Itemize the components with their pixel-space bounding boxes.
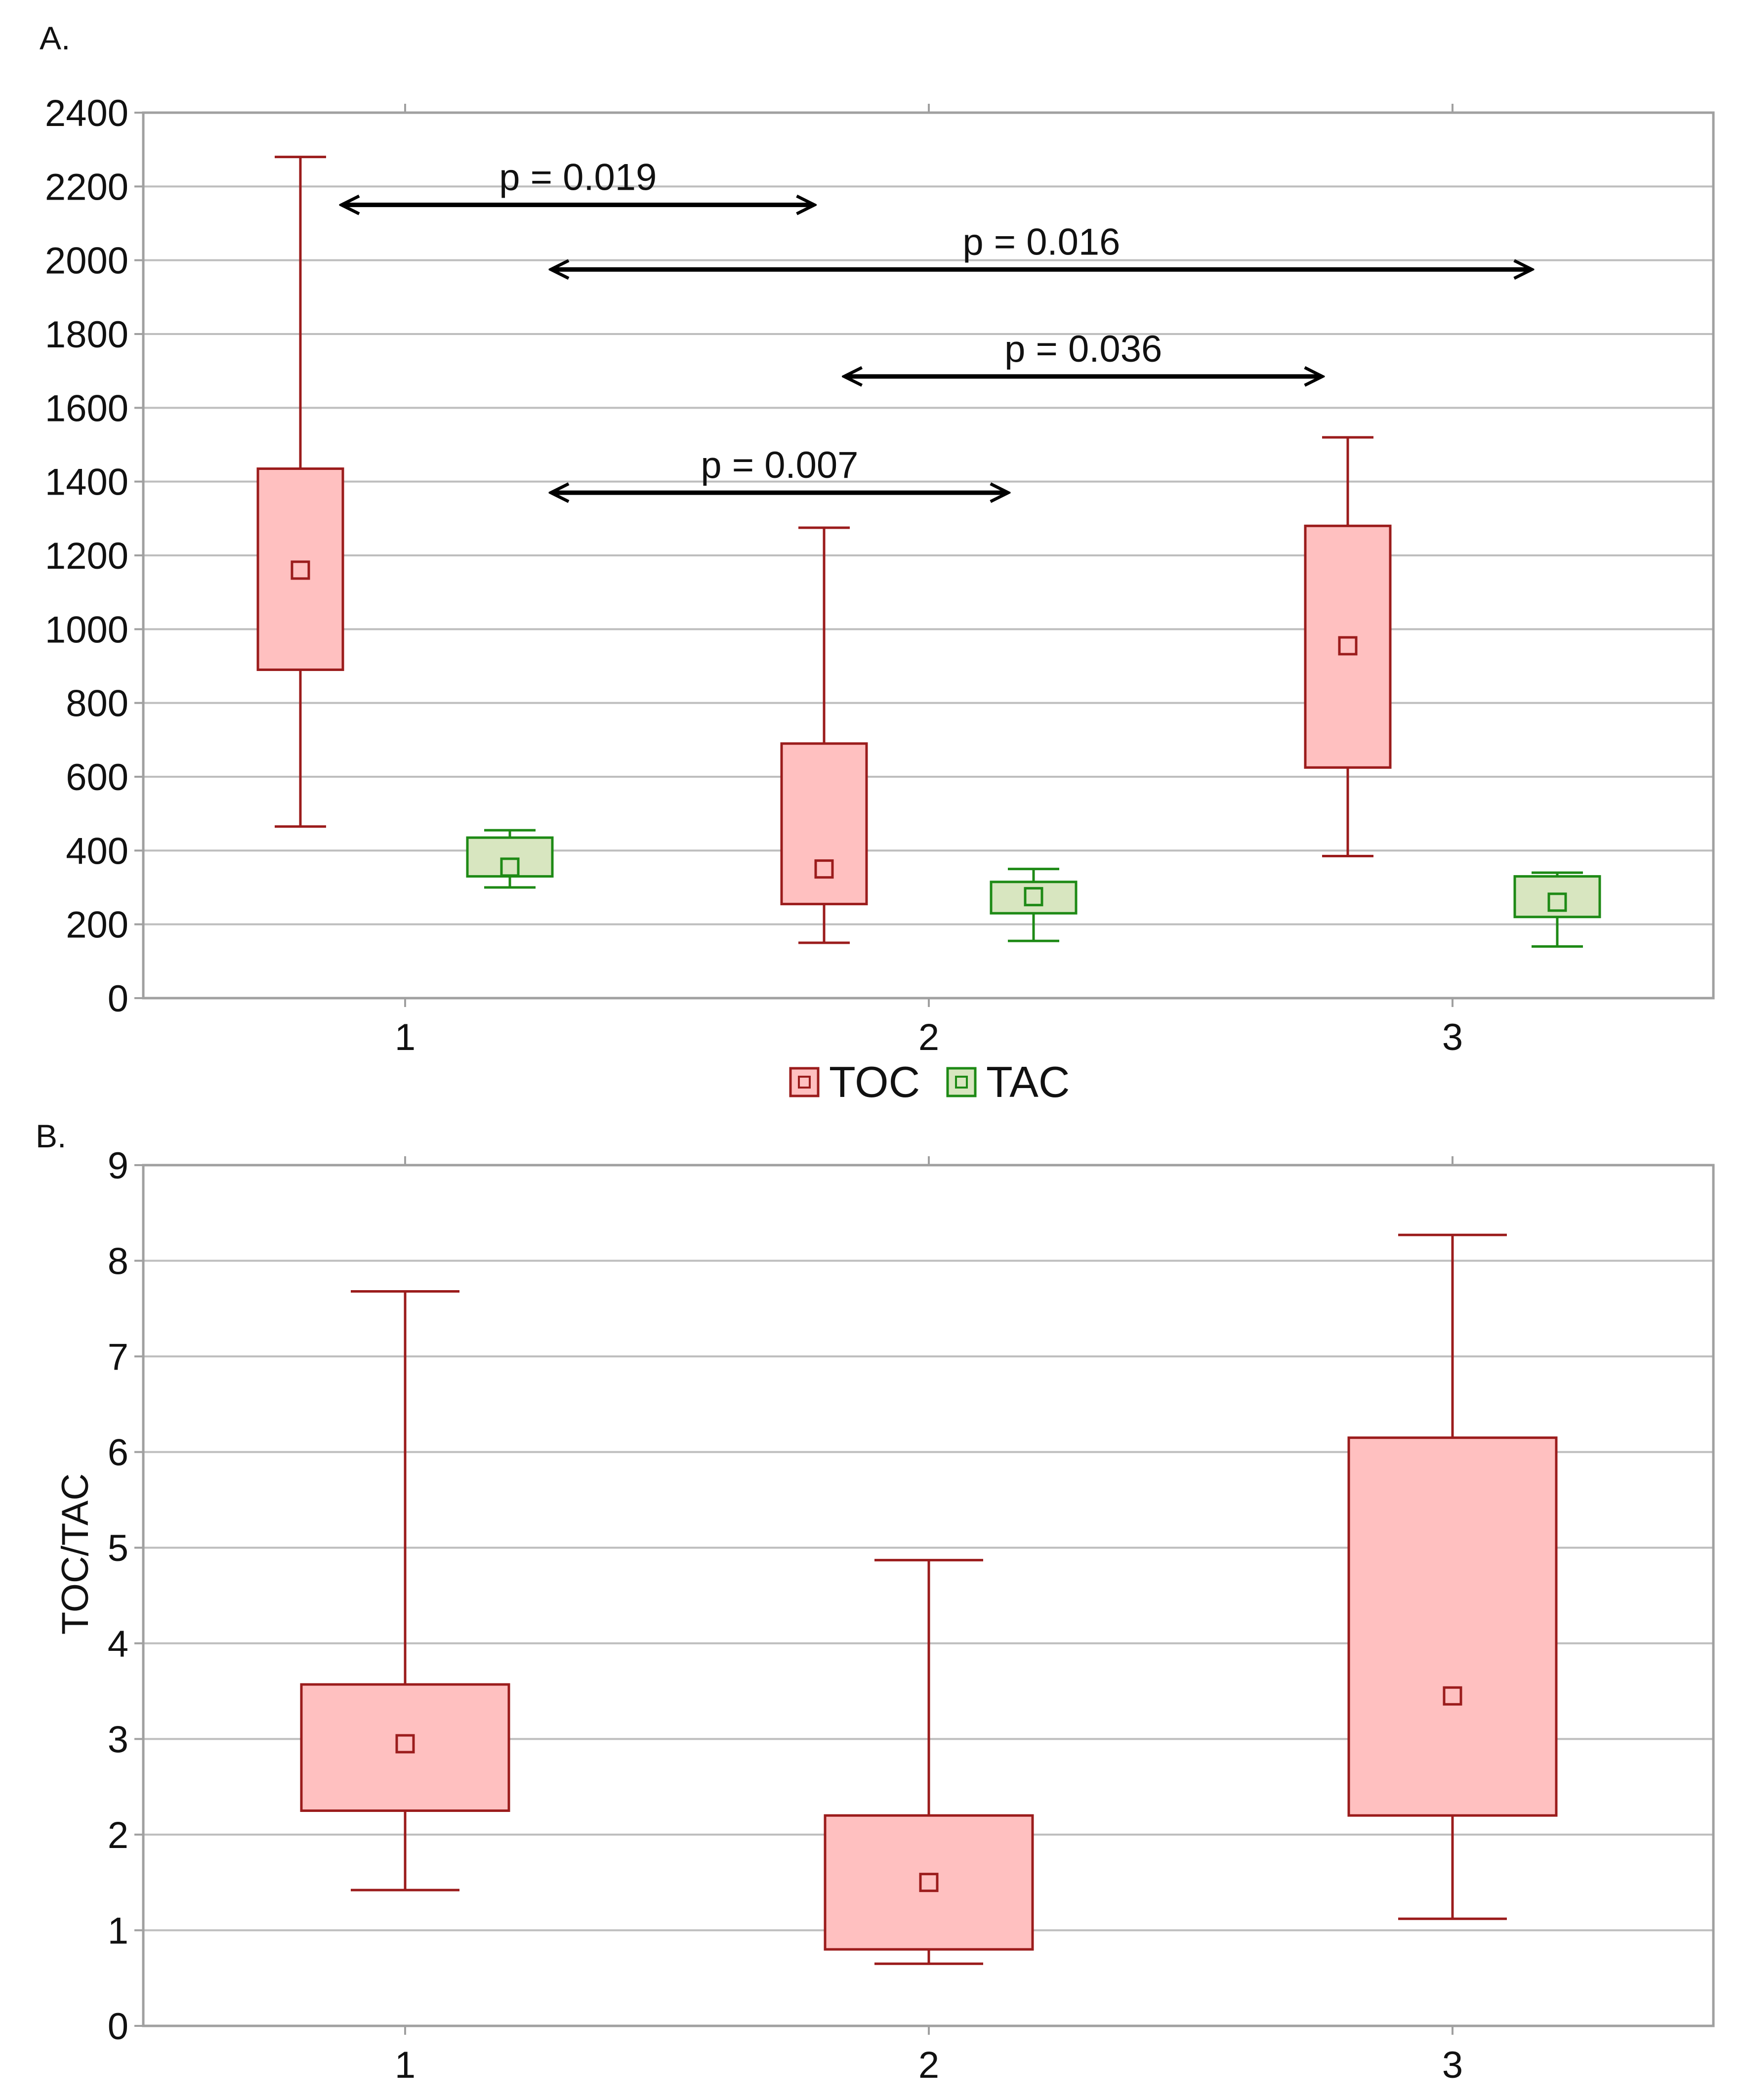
y-tick-label: 4 — [108, 1623, 128, 1665]
y-tick-label: 1 — [108, 1910, 128, 1952]
panel-b-y-axis-label: TOC/TAC — [54, 1473, 96, 1635]
median-marker — [919, 1873, 939, 1892]
box-iqr — [1347, 1436, 1558, 1817]
panel-a: A. 0 200 400 600 800 1000 1200 1400 1600 1800 2000… — [40, 20, 1715, 1106]
y-tick-label: 0 — [108, 2006, 128, 2048]
median-marker — [1338, 636, 1358, 656]
y-tick-label: 1200 — [45, 535, 128, 577]
p-value-label: p = 0.019 — [499, 157, 657, 199]
panel-b-label: B. — [36, 1118, 66, 1154]
median-marker — [814, 859, 834, 879]
y-tick-label: 2400 — [45, 92, 128, 134]
panel-a-annotations: p = 0.019 p = 0.016 p = 0.036 p = 0.007 — [342, 157, 1531, 493]
y-tick-label: 200 — [66, 904, 128, 946]
panel-b-boxes — [300, 1233, 1558, 1965]
box-iqr — [824, 1814, 1034, 1951]
y-tick-label: 1400 — [45, 462, 128, 504]
panel-a-y-ticks: 0 200 400 600 800 1000 1200 1400 1600 1800 2000 220… — [45, 92, 143, 1020]
y-tick-label: 8 — [108, 1241, 128, 1283]
box-toc-3 — [1304, 436, 1392, 858]
box-toc-tac-3 — [1347, 1233, 1558, 1920]
box-iqr — [466, 836, 554, 878]
x-tick-label: 1 — [395, 2044, 415, 2086]
legend-toc-label: TOC — [829, 1057, 920, 1106]
p-value-annotation: p = 0.016 — [552, 221, 1531, 269]
y-tick-label: 2 — [108, 1814, 128, 1856]
y-tick-label: 6 — [108, 1432, 128, 1474]
median-marker — [1024, 887, 1043, 907]
p-value-label: p = 0.016 — [962, 221, 1120, 263]
box-toc-1 — [256, 156, 344, 828]
legend-tac-icon — [946, 1067, 977, 1097]
box-tac-3 — [1513, 871, 1601, 948]
y-tick-label: 0 — [108, 978, 128, 1020]
panel-b-x-ticks: 1 2 3 — [395, 1156, 1463, 2086]
box-tac-1 — [466, 829, 554, 889]
panel-b-y-ticks: 0 1 2 3 4 5 6 7 8 9 — [108, 1145, 143, 2048]
box-iqr — [780, 742, 868, 906]
panel-a-boxes — [256, 156, 1601, 948]
y-tick-label: 2200 — [45, 166, 128, 208]
p-value-annotation: p = 0.019 — [342, 157, 814, 205]
y-tick-label: 7 — [108, 1336, 128, 1378]
median-marker — [500, 857, 520, 877]
y-tick-label: 1800 — [45, 314, 128, 356]
y-tick-label: 1600 — [45, 387, 128, 429]
y-tick-label: 5 — [108, 1527, 128, 1569]
panel-b: B. 0 1 2 3 4 5 6 7 8 9 1 2 3 TOC/TAC — [36, 1118, 1715, 2086]
x-tick-label: 1 — [395, 1016, 415, 1058]
median-marker — [291, 560, 310, 580]
box-toc-tac-2 — [824, 1558, 1034, 1965]
panel-a-x-ticks: 1 2 3 — [395, 104, 1463, 1058]
legend-tac-label: TAC — [986, 1057, 1070, 1106]
y-tick-label: 2000 — [45, 240, 128, 282]
y-tick-label: 800 — [66, 683, 128, 725]
y-tick-label: 3 — [108, 1719, 128, 1761]
panel-a-legend: TOC TAC — [789, 1057, 1070, 1106]
median-marker — [1443, 1686, 1462, 1706]
legend-toc-icon — [789, 1067, 820, 1097]
box-iqr — [990, 881, 1078, 915]
p-value-annotation: p = 0.036 — [845, 328, 1322, 377]
x-tick-label: 3 — [1442, 2044, 1463, 2086]
y-tick-label: 400 — [66, 830, 128, 872]
box-iqr — [256, 467, 344, 671]
box-toc-2 — [780, 526, 868, 944]
panel-a-plot-frame — [142, 111, 1715, 1000]
x-tick-label: 2 — [918, 1016, 939, 1058]
box-iqr — [1304, 524, 1392, 769]
p-value-label: p = 0.036 — [1004, 328, 1162, 370]
p-value-annotation: p = 0.007 — [552, 444, 1007, 493]
median-marker — [1547, 892, 1567, 912]
p-value-label: p = 0.007 — [701, 444, 858, 486]
y-tick-label: 1000 — [45, 609, 128, 651]
x-tick-label: 3 — [1442, 1016, 1463, 1058]
y-tick-label: 600 — [66, 756, 128, 798]
panel-a-label: A. — [40, 20, 70, 56]
y-tick-label: 9 — [108, 1145, 128, 1187]
box-iqr — [300, 1683, 510, 1812]
box-tac-2 — [990, 868, 1078, 942]
panel-a-grid — [143, 185, 1713, 925]
median-marker — [395, 1734, 415, 1754]
panel-b-plot-frame — [142, 1164, 1715, 2027]
box-toc-tac-1 — [300, 1290, 510, 1891]
x-tick-label: 2 — [918, 2044, 939, 2086]
